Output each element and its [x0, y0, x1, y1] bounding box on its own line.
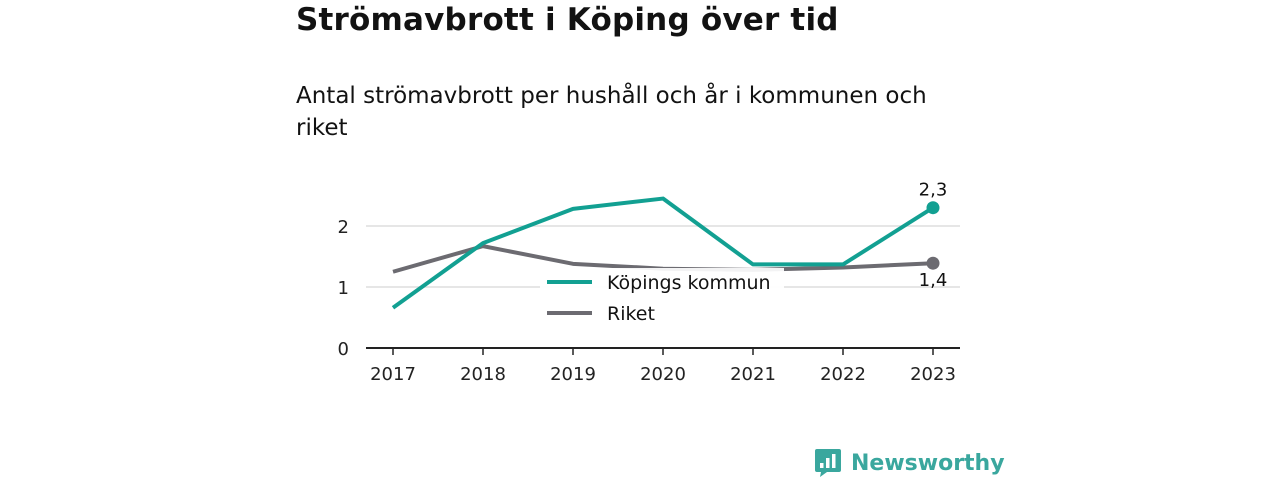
series-endpoints: 2,3 1,4: [919, 180, 948, 292]
x-tick-label: 2019: [550, 364, 596, 385]
legend: Köpings kommun Riket: [540, 268, 784, 325]
y-tick-label: 2: [338, 217, 349, 238]
y-axis-ticks: 0 1 2: [338, 217, 349, 360]
x-tick-label: 2023: [910, 364, 956, 385]
x-tick-label: 2018: [460, 364, 506, 385]
chart-subtitle: Antal strömavbrott per hushåll och år i …: [296, 83, 927, 141]
chart-title: Strömavbrott i Köping över tid: [296, 2, 839, 38]
x-tick-label: 2020: [640, 364, 686, 385]
brand-logo: Newsworthy: [814, 446, 1005, 480]
legend-label-0: Köpings kommun: [607, 272, 771, 294]
end-value-label-1: 1,4: [919, 270, 948, 291]
endpoint-marker-1: [926, 256, 940, 270]
series-line-0: [391, 196, 935, 310]
legend-label-1: Riket: [607, 303, 655, 325]
y-tick-label: 1: [338, 278, 349, 299]
x-tick-label: 2017: [370, 364, 416, 385]
y-tick-label: 0: [338, 339, 349, 360]
endpoint-marker-0: [926, 201, 940, 215]
x-tick-label: 2021: [730, 364, 776, 385]
brand-name: Newsworthy: [851, 450, 1005, 476]
end-value-label-0: 2,3: [919, 180, 948, 201]
x-axis-ticks: 2017 2018 2019 2020 2021 2022 2023: [370, 348, 956, 385]
bar-chart-badge-icon: [815, 449, 841, 477]
x-tick-label: 2022: [820, 364, 866, 385]
